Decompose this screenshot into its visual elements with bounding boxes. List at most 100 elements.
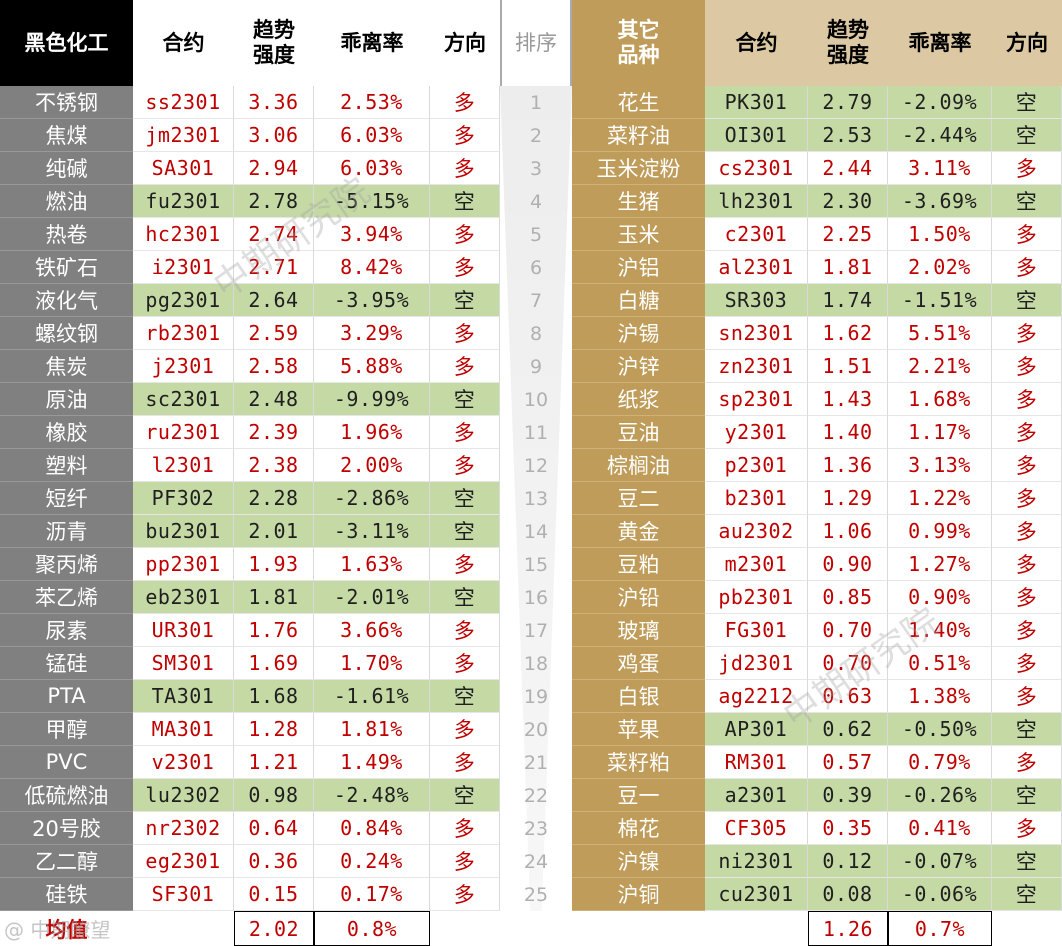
left-header-strength: 趋势 强度 — [234, 0, 314, 86]
left-direction-13: 空 — [430, 482, 500, 515]
left-strength-25: 0.15 — [234, 878, 314, 911]
rank-header: 排序 — [500, 0, 572, 86]
right-category-22: 豆一 — [572, 779, 705, 812]
right-strength-4: 2.30 — [808, 185, 888, 218]
right-direction-4: 空 — [992, 185, 1062, 218]
right-strength-10: 1.43 — [808, 383, 888, 416]
left-contract-7: pg2301 — [133, 284, 234, 317]
rank-18: 18 — [523, 652, 549, 675]
left-direction-5: 多 — [430, 218, 500, 251]
left-category-16: 苯乙烯 — [0, 581, 133, 614]
right-direction-25: 空 — [992, 878, 1062, 911]
right-strength-22: 0.39 — [808, 779, 888, 812]
right-deviation-13: 1.22% — [888, 482, 992, 515]
left-strength-23: 0.64 — [234, 812, 314, 845]
left-deviation-3: 6.03% — [314, 152, 430, 185]
right-deviation-1: -2.09% — [888, 86, 992, 119]
right-header-strength: 趋势 强度 — [808, 0, 888, 86]
right-contract-17: FG301 — [705, 614, 808, 647]
right-contract-24: ni2301 — [705, 845, 808, 878]
right-contract-9: zn2301 — [705, 350, 808, 383]
right-category-13: 豆二 — [572, 482, 705, 515]
right-direction-6: 多 — [992, 251, 1062, 284]
right-strength-9: 1.51 — [808, 350, 888, 383]
right-deviation-20: -0.50% — [888, 713, 992, 746]
right-category-10: 纸浆 — [572, 383, 705, 416]
right-category-3: 玉米淀粉 — [572, 152, 705, 185]
right-contract-23: CF305 — [705, 812, 808, 845]
right-category-23: 棉花 — [572, 812, 705, 845]
right-deviation-14: 0.99% — [888, 515, 992, 548]
left-header-deviation: 乖离率 — [314, 0, 430, 86]
left-direction-22: 空 — [430, 779, 500, 812]
right-contract-19: ag2212 — [705, 680, 808, 713]
right-contract-6: al2301 — [705, 251, 808, 284]
left-category-2: 焦煤 — [0, 119, 133, 152]
left-deviation-24: 0.24% — [314, 845, 430, 878]
right-deviation-6: 2.02% — [888, 251, 992, 284]
rank-19: 19 — [523, 685, 549, 708]
left-deviation-11: 1.96% — [314, 416, 430, 449]
logo-text: @ 中期瞭望 — [4, 918, 111, 942]
right-strength-16: 0.85 — [808, 581, 888, 614]
left-category-18: 锰硅 — [0, 647, 133, 680]
right-direction-7: 空 — [992, 284, 1062, 317]
right-direction-2: 空 — [992, 119, 1062, 152]
right-deviation-24: -0.07% — [888, 845, 992, 878]
rank-16: 16 — [523, 586, 549, 609]
right-direction-1: 空 — [992, 86, 1062, 119]
right-contract-7: SR303 — [705, 284, 808, 317]
left-deviation-6: 8.42% — [314, 251, 430, 284]
right-strength-23: 0.35 — [808, 812, 888, 845]
left-contract-4: fu2301 — [133, 185, 234, 218]
left-deviation-19: -1.61% — [314, 680, 430, 713]
right-contract-10: sp2301 — [705, 383, 808, 416]
left-deviation-18: 1.70% — [314, 647, 430, 680]
left-strength-21: 1.21 — [234, 746, 314, 779]
left-contract-12: l2301 — [133, 449, 234, 482]
left-category-21: PVC — [0, 746, 133, 779]
left-direction-3: 多 — [430, 152, 500, 185]
right-direction-24: 空 — [992, 845, 1062, 878]
left-category-5: 热卷 — [0, 218, 133, 251]
left-contract-2: jm2301 — [133, 119, 234, 152]
rank-9: 9 — [529, 355, 543, 378]
left-deviation-2: 6.03% — [314, 119, 430, 152]
left-deviation-5: 3.94% — [314, 218, 430, 251]
left-category-4: 燃油 — [0, 185, 133, 218]
left-category-17: 尿素 — [0, 614, 133, 647]
left-category-20: 甲醇 — [0, 713, 133, 746]
left-category-3: 纯碱 — [0, 152, 133, 185]
right-deviation-21: 0.79% — [888, 746, 992, 779]
right-category-16: 沪铅 — [572, 581, 705, 614]
left-deviation-14: -3.11% — [314, 515, 430, 548]
right-deviation-12: 3.13% — [888, 449, 992, 482]
rank-7: 7 — [529, 289, 543, 312]
left-contract-11: ru2301 — [133, 416, 234, 449]
right-deviation-23: 0.41% — [888, 812, 992, 845]
right-contract-4: lh2301 — [705, 185, 808, 218]
left-direction-24: 多 — [430, 845, 500, 878]
rank-13: 13 — [523, 487, 549, 510]
rank-22: 22 — [523, 784, 549, 807]
rank-17: 17 — [523, 619, 549, 642]
left-strength-11: 2.39 — [234, 416, 314, 449]
right-header-contract: 合约 — [705, 0, 808, 86]
rank-10: 10 — [523, 388, 549, 411]
left-direction-15: 多 — [430, 548, 500, 581]
left-deviation-10: -9.99% — [314, 383, 430, 416]
left-strength-5: 2.74 — [234, 218, 314, 251]
right-header-category: 其它 品种 — [572, 0, 705, 86]
right-strength-20: 0.62 — [808, 713, 888, 746]
left-direction-20: 多 — [430, 713, 500, 746]
right-deviation-19: 1.38% — [888, 680, 992, 713]
left-strength-19: 1.68 — [234, 680, 314, 713]
left-direction-1: 多 — [430, 86, 500, 119]
right-category-24: 沪镍 — [572, 845, 705, 878]
left-deviation-9: 5.88% — [314, 350, 430, 383]
left-category-6: 铁矿石 — [0, 251, 133, 284]
right-contract-1: PK301 — [705, 86, 808, 119]
left-average-deviation: 0.8% — [314, 911, 430, 946]
left-contract-24: eg2301 — [133, 845, 234, 878]
right-header-deviation: 乖离率 — [888, 0, 992, 86]
